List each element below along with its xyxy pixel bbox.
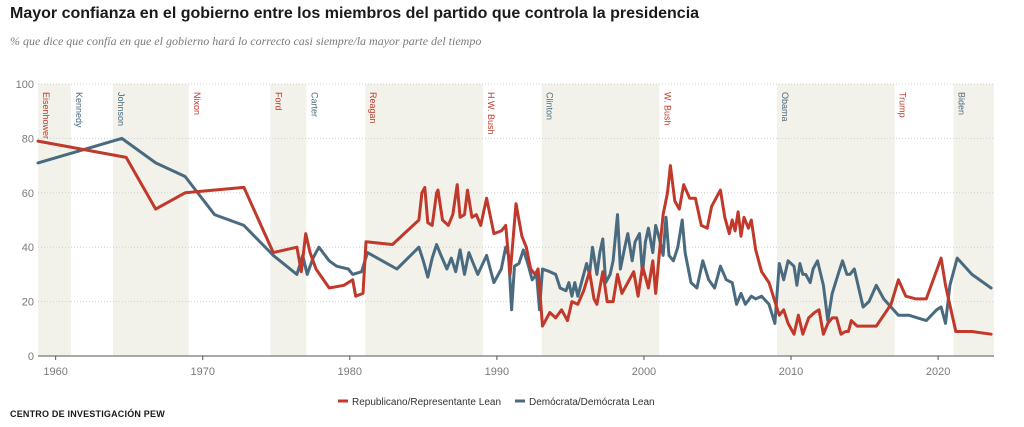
presidency-label: W. Bush [662,92,672,126]
gridlines [38,83,994,303]
presidency-band-10 [777,84,895,356]
source-note: CENTRO DE INVESTIGACIÓN PEW [10,409,165,419]
presidency-band-2 [113,84,189,356]
presidency-label: Reagan [368,92,378,124]
presidency-label: H.W. Bush [486,92,496,135]
y-tick-label: 80 [22,133,34,145]
x-tick-label: 1990 [485,366,509,378]
y-tick-label: 40 [22,242,34,254]
x-tick-label: 1960 [43,366,67,378]
x-tick-label: 1970 [190,366,214,378]
x-tick-label: 2010 [779,366,803,378]
series-lines [36,136,993,336]
presidency-labels: Eisenhower Kennedy Johnson Nixon Ford Carter R… [41,92,967,139]
y-tick-label: 100 [16,79,34,91]
presidency-band-12 [953,84,994,356]
chart-title: Mayor confianza en el gobierno entre los… [10,5,700,22]
chart-subtitle: % que dice que confía en que el gobierno… [10,34,482,48]
series-line-1 [36,136,993,325]
y-tick-label: 0 [28,351,34,363]
presidency-label: Biden [957,92,967,115]
presidency-band-4 [270,84,307,356]
presidency-label: Clinton [545,92,555,120]
presidency-label: Carter [309,92,319,117]
legend: Republicano/Representante Lean Demócrata/… [338,397,655,408]
x-tick-label: 1980 [338,366,362,378]
presidency-band-0 [38,84,72,356]
axes: 0 20 40 60 80 100 1960 1970 1980 1990 2000 2010 2020 [16,79,994,378]
legend-label-1: Demócrata/Demócrata Lean [529,397,655,408]
legend-label-0: Republicano/Representante Lean [352,397,501,408]
y-tick-label: 20 [22,297,34,309]
presidency-bands [38,84,994,356]
x-tick-label: 2000 [632,366,656,378]
series-line-0 [36,139,993,336]
presidency-label: Trump [898,92,908,118]
presidency-label: Kennedy [74,92,84,128]
presidency-label: Johnson [116,92,126,126]
presidency-label: Nixon [192,92,202,115]
presidency-label: Eisenhower [41,92,51,139]
y-tick-label: 60 [22,188,34,200]
presidency-label: Obama [780,92,790,122]
presidency-band-6 [365,84,483,356]
presidency-label: Ford [273,92,283,111]
x-tick-label: 2020 [926,366,950,378]
